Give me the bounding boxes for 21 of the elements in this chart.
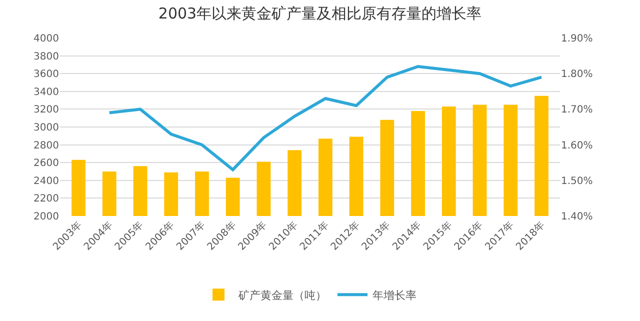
y2-tick-label: 1.60% (561, 140, 593, 152)
y-tick-label: 3200 (34, 104, 59, 116)
y-tick-label: 2200 (34, 194, 59, 205)
y-tick-label: 2600 (34, 158, 59, 170)
y-tick-label: 2400 (34, 176, 59, 187)
y2-tick-label: 1.80% (561, 69, 593, 80)
y-tick-label: 4000 (34, 34, 59, 44)
y2-tick-label: 1.90% (561, 34, 593, 44)
y2-tick-label: 1.40% (561, 212, 593, 222)
y-tick-label: 2000 (34, 212, 59, 222)
y2-tick-label: 1.70% (561, 104, 593, 116)
y-tick-label: 3400 (34, 86, 59, 98)
legend-label: 年增长率 (372, 288, 416, 302)
y-tick-label: 2800 (34, 140, 59, 152)
chart-title: 2003年以来黄金矿产量及相比原有存量的增长率 (158, 4, 482, 23)
y-tick-label: 3600 (34, 69, 59, 80)
y2-tick-label: 1.50% (561, 176, 593, 187)
y-tick-label: 3800 (34, 51, 59, 62)
legend-label: 矿产黄金量（吨） (238, 288, 326, 302)
line-series (108, 64, 543, 172)
y-tick-label: 3000 (34, 122, 59, 134)
